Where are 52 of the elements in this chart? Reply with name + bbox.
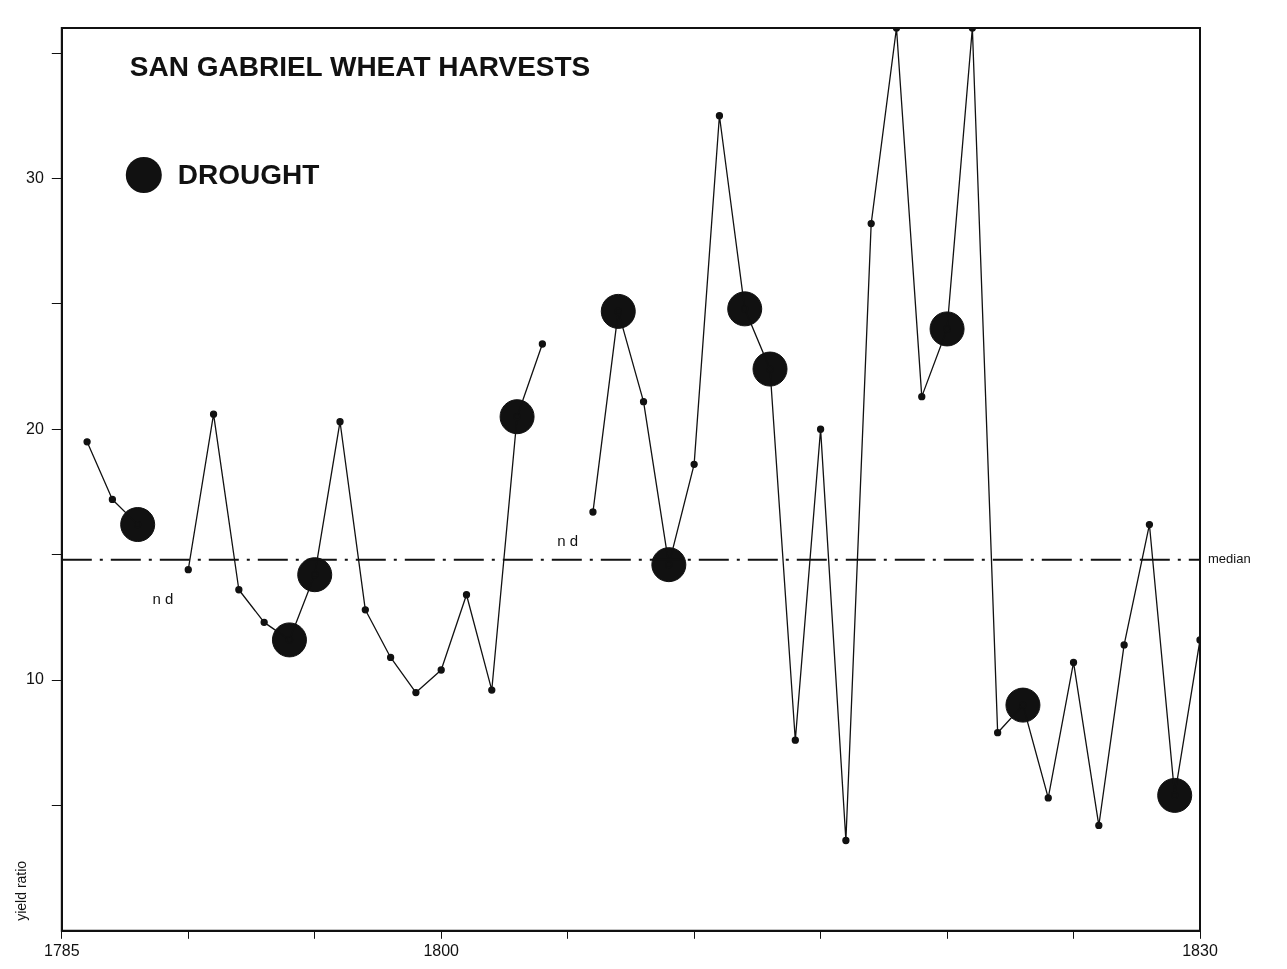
point	[488, 686, 496, 694]
point	[1044, 794, 1052, 802]
point	[108, 495, 117, 504]
ref-line-label: median	[1208, 551, 1251, 567]
point	[499, 399, 535, 435]
point	[120, 507, 156, 543]
point	[209, 410, 218, 418]
point	[752, 351, 788, 387]
point	[260, 618, 268, 626]
point	[589, 508, 597, 516]
point	[437, 666, 445, 674]
point	[83, 438, 91, 446]
point	[727, 291, 763, 327]
legend-label: DROUGHT	[177, 158, 320, 190]
text: SAN GABRIEL WHEAT HARVESTS	[129, 50, 591, 82]
x-tick-label: 1800	[423, 941, 460, 959]
y-tick-label: 20	[26, 419, 44, 437]
point	[336, 418, 344, 426]
point	[1145, 520, 1154, 529]
point	[929, 311, 965, 347]
point	[1069, 658, 1078, 667]
point	[361, 606, 369, 614]
point	[1005, 687, 1041, 723]
point	[791, 736, 799, 744]
point	[297, 557, 333, 593]
x-tick-label: 1830	[1182, 941, 1218, 959]
annotation: n d	[152, 589, 174, 607]
y-tick-label: 10	[26, 670, 44, 688]
x-tick-label: 1785	[44, 941, 80, 959]
point	[538, 340, 547, 348]
point	[867, 219, 875, 228]
point	[600, 293, 636, 329]
point	[639, 398, 648, 406]
annotation: n d	[557, 532, 579, 550]
point	[386, 653, 395, 662]
point	[462, 591, 471, 599]
point	[715, 112, 724, 120]
point	[918, 392, 926, 401]
y-tick-label: 30	[26, 168, 44, 186]
y-axis-title: yield ratio	[12, 860, 29, 921]
point	[842, 836, 850, 845]
point	[690, 460, 698, 468]
point	[412, 688, 420, 697]
point	[816, 425, 825, 433]
point	[1120, 641, 1128, 649]
point	[1157, 777, 1193, 813]
point	[271, 622, 307, 658]
point	[235, 586, 243, 594]
point	[184, 566, 192, 574]
point	[1095, 821, 1103, 830]
point	[651, 547, 687, 583]
point	[994, 729, 1002, 737]
